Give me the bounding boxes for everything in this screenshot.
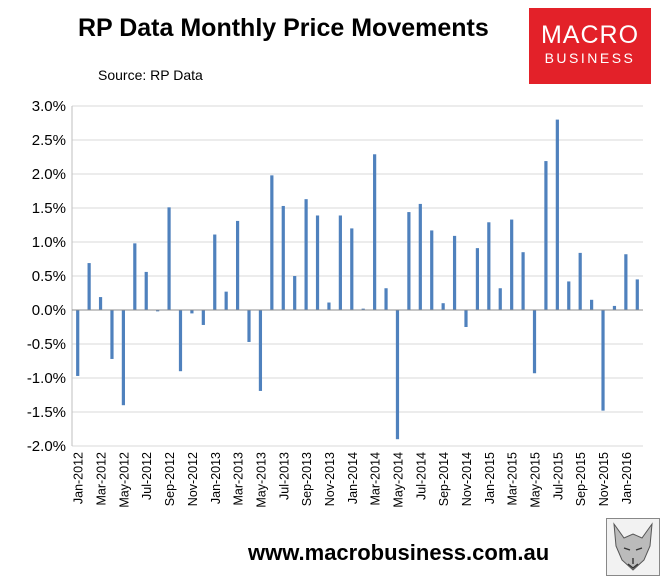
bar xyxy=(612,305,617,310)
y-tick-label: 0.5% xyxy=(32,268,66,285)
y-tick-label: 1.5% xyxy=(32,200,66,217)
bar xyxy=(213,234,217,310)
bar xyxy=(338,215,342,310)
y-tick-label: -0.5% xyxy=(27,336,66,353)
footer-url: www.macrobusiness.com.au xyxy=(248,540,550,565)
y-tick-label: 1.0% xyxy=(32,234,66,251)
bar xyxy=(281,205,285,310)
bar xyxy=(190,310,194,314)
bar xyxy=(544,161,548,310)
x-tick-label: Jan-2015 xyxy=(483,452,497,504)
x-tick-label: Mar-2014 xyxy=(369,452,383,506)
bar xyxy=(452,235,457,310)
x-tick-label: Jul-2015 xyxy=(551,452,565,500)
bar xyxy=(327,302,331,310)
bar xyxy=(350,228,354,310)
bar xyxy=(247,310,251,342)
bar xyxy=(407,212,411,310)
bar xyxy=(464,310,468,327)
x-tick-label: Jan-2013 xyxy=(209,452,223,504)
bar xyxy=(110,310,114,359)
chart-title: RP Data Monthly Price Movements xyxy=(78,14,489,42)
x-tick-label: Jul-2013 xyxy=(277,452,291,500)
bar xyxy=(304,199,308,310)
bar xyxy=(601,310,605,411)
bar xyxy=(293,276,297,310)
y-tick-label: -1.0% xyxy=(27,370,66,387)
bar xyxy=(144,271,148,310)
x-tick-label: Nov-2013 xyxy=(323,452,337,506)
y-tick-label: 3.0% xyxy=(32,98,66,115)
bar xyxy=(624,254,628,310)
bar xyxy=(635,279,639,310)
y-tick-label: 0.0% xyxy=(32,302,66,319)
bar xyxy=(315,215,320,310)
bar xyxy=(498,288,502,310)
x-tick-label: Jul-2012 xyxy=(140,452,154,500)
x-tick-label: Mar-2012 xyxy=(95,452,109,506)
bar xyxy=(167,207,171,310)
y-tick-label: 2.0% xyxy=(32,166,66,183)
logo-line-2: BUSINESS xyxy=(544,50,636,66)
x-tick-label: Sep-2015 xyxy=(574,452,588,506)
bar xyxy=(201,310,205,325)
y-tick-label: 2.5% xyxy=(32,132,66,149)
bar xyxy=(156,310,160,312)
bar xyxy=(98,297,103,310)
bar xyxy=(567,281,571,310)
wolf-logo-icon xyxy=(606,518,660,576)
x-tick-label: May-2012 xyxy=(117,452,131,508)
bar xyxy=(121,310,125,406)
x-tick-label: Mar-2015 xyxy=(506,452,520,506)
bar xyxy=(224,291,228,310)
bar xyxy=(487,222,491,310)
bar xyxy=(578,252,582,310)
bar xyxy=(384,288,388,310)
bar xyxy=(532,310,537,374)
bar xyxy=(373,154,377,310)
x-tick-label: Sep-2014 xyxy=(437,452,451,506)
bar xyxy=(87,263,91,310)
bar xyxy=(76,310,80,376)
bar xyxy=(418,203,422,310)
x-tick-label: May-2015 xyxy=(529,452,543,508)
x-tick-label: Jan-2012 xyxy=(72,452,86,504)
y-tick-label: -1.5% xyxy=(27,404,66,421)
bar-chart: -2.0% -1.5% -1.0% -0.5% 0.0% 0.5% 1.0% 1.5% 2.0%… xyxy=(27,98,643,508)
x-tick-label: Jul-2014 xyxy=(414,452,428,500)
bar xyxy=(430,230,434,310)
bar xyxy=(555,119,559,310)
x-tick-label: May-2014 xyxy=(391,452,405,508)
x-tick-label: May-2013 xyxy=(254,452,268,508)
x-tick-label: Jan-2014 xyxy=(346,452,360,504)
bar xyxy=(258,310,263,391)
x-tick-label: Mar-2013 xyxy=(232,452,246,506)
bar xyxy=(475,248,480,310)
bar xyxy=(178,310,183,372)
x-tick-label: Jan-2016 xyxy=(620,452,634,504)
bar xyxy=(521,252,525,310)
x-tick-label: Sep-2012 xyxy=(163,452,177,506)
bar xyxy=(361,308,365,310)
bar xyxy=(133,243,137,310)
bar xyxy=(270,175,274,310)
y-tick-label: -2.0% xyxy=(27,438,66,455)
bar xyxy=(395,310,400,440)
bar xyxy=(510,219,514,310)
logo-line-1: MACRO xyxy=(540,21,640,49)
macrobusiness-logo: MACRO BUSINESS xyxy=(529,8,651,84)
bar xyxy=(235,220,240,310)
chart-source: Source: RP Data xyxy=(98,67,203,83)
x-tick-label: Nov-2012 xyxy=(186,452,200,506)
x-tick-label: Sep-2013 xyxy=(300,452,314,506)
bar xyxy=(441,303,445,310)
x-tick-label: Nov-2015 xyxy=(597,452,611,506)
x-tick-label: Nov-2014 xyxy=(460,452,474,506)
bar xyxy=(590,299,594,310)
